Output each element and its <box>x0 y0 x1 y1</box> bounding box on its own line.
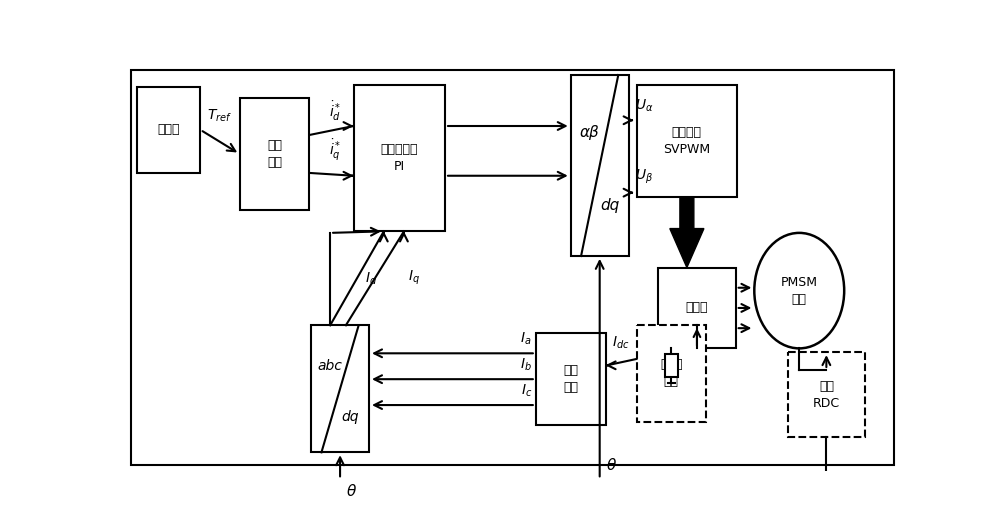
Text: $U_\beta$: $U_\beta$ <box>635 168 653 187</box>
FancyBboxPatch shape <box>571 75 629 256</box>
Text: 逆变器: 逆变器 <box>686 302 708 314</box>
Text: abc: abc <box>317 359 342 373</box>
Ellipse shape <box>754 233 844 349</box>
Text: $\mathit{\dot{i}}_q^*$: $\mathit{\dot{i}}_q^*$ <box>329 138 342 163</box>
Text: $I_b$: $I_b$ <box>520 357 532 373</box>
Text: $I_{dc}$: $I_{dc}$ <box>612 335 630 351</box>
FancyBboxPatch shape <box>665 354 678 377</box>
Text: $\mathit{\dot{i}}_d^*$: $\mathit{\dot{i}}_d^*$ <box>329 100 342 123</box>
Text: $I_c$: $I_c$ <box>521 382 532 399</box>
Text: $\theta$: $\theta$ <box>606 457 617 473</box>
Text: $T_{ref}$: $T_{ref}$ <box>207 107 232 124</box>
Text: 高速
弱磁: 高速 弱磁 <box>267 139 282 169</box>
FancyBboxPatch shape <box>536 333 606 425</box>
Text: 单电阻
采样: 单电阻 采样 <box>660 359 683 388</box>
FancyBboxPatch shape <box>658 268 736 349</box>
FancyBboxPatch shape <box>137 87 200 173</box>
Text: dq: dq <box>601 198 620 213</box>
Text: $\theta$: $\theta$ <box>346 483 357 499</box>
Text: PMSM
电机: PMSM 电机 <box>781 276 818 306</box>
FancyBboxPatch shape <box>637 325 706 422</box>
Text: 力矩环: 力矩环 <box>157 123 180 136</box>
Text: $I_d$: $I_d$ <box>365 270 378 287</box>
Text: $I_q$: $I_q$ <box>408 269 420 287</box>
Text: 旋变
RDC: 旋变 RDC <box>813 380 840 409</box>
FancyBboxPatch shape <box>637 85 737 197</box>
FancyBboxPatch shape <box>354 85 445 231</box>
Text: dq: dq <box>342 410 359 424</box>
Text: $I_a$: $I_a$ <box>520 331 532 347</box>
Text: αβ: αβ <box>579 125 599 140</box>
Text: 电流
重构: 电流 重构 <box>563 364 578 394</box>
Text: $U_\alpha$: $U_\alpha$ <box>635 98 653 114</box>
FancyBboxPatch shape <box>240 98 309 210</box>
Text: 电流调节器
PI: 电流调节器 PI <box>381 143 418 173</box>
FancyBboxPatch shape <box>311 325 369 452</box>
FancyBboxPatch shape <box>788 352 865 437</box>
Text: 平移处理
SVPWM: 平移处理 SVPWM <box>663 126 710 156</box>
Polygon shape <box>670 197 704 268</box>
